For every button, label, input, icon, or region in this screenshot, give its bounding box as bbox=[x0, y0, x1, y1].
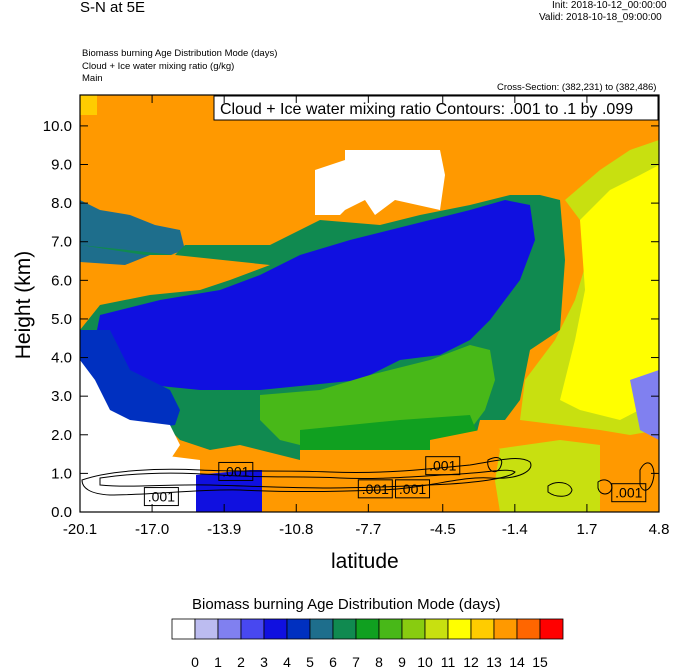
colorbar-label: 10 bbox=[417, 654, 433, 668]
valid-time-label: Valid: 2018-10-18_09:00:00 bbox=[539, 12, 662, 23]
y-tick-label: 9.0 bbox=[51, 157, 72, 174]
contour-lines bbox=[81, 457, 655, 497]
colorbar-label: 0 bbox=[191, 654, 199, 668]
colorbar-swatch bbox=[217, 618, 242, 640]
x-tick-label: -4.5 bbox=[430, 521, 456, 538]
field-white-left-low bbox=[80, 360, 180, 470]
colorbar-swatch bbox=[378, 618, 403, 640]
x-tick-label: -20.1 bbox=[63, 521, 97, 538]
contour-outer bbox=[81, 458, 532, 496]
contour-label: .001 bbox=[362, 481, 389, 497]
colorbar-swatch bbox=[171, 618, 196, 640]
x-tick-label: -7.7 bbox=[355, 521, 381, 538]
colorbar-label: 5 bbox=[306, 654, 314, 668]
colorbar-swatch bbox=[355, 618, 380, 640]
colorbar-swatch bbox=[263, 618, 288, 640]
contour-label: .001 bbox=[222, 463, 249, 479]
field-right-purple bbox=[630, 370, 659, 440]
colorbar-label: 6 bbox=[329, 654, 337, 668]
init-time-label: Init: 2018-10-12_00:00:00 bbox=[552, 0, 667, 11]
colorbar-label: 15 bbox=[532, 654, 548, 668]
contour-label-box bbox=[218, 461, 254, 481]
contour-blob-2 bbox=[547, 482, 573, 497]
y-tick-label: 2.0 bbox=[51, 427, 72, 444]
colorbar-label: 2 bbox=[237, 654, 245, 668]
y-tick-label: 5.0 bbox=[51, 311, 72, 328]
colorbar-label: 3 bbox=[260, 654, 268, 668]
contour-label-box bbox=[143, 487, 179, 507]
colorbar-swatch bbox=[539, 618, 564, 640]
colorbar-title: Biomass burning Age Distribution Mode (d… bbox=[192, 596, 501, 613]
colorbar-label: 8 bbox=[375, 654, 383, 668]
colorbar-label: 13 bbox=[486, 654, 502, 668]
x-tick-label: 4.8 bbox=[649, 521, 670, 538]
colorbar-swatch bbox=[470, 618, 495, 640]
colorbar-swatch bbox=[194, 618, 219, 640]
y-tick-label: 6.0 bbox=[51, 272, 72, 289]
x-axis: -20.1 -17.0 -13.9 -10.8 -7.7 -4.5 -1.4 1.7 4.8 bbox=[63, 95, 670, 538]
x-tick-label: 1.7 bbox=[576, 521, 597, 538]
y-tick-label: 10.0 bbox=[43, 118, 72, 135]
colorbar-label: 11 bbox=[441, 654, 456, 668]
y-tick-label: 1.0 bbox=[51, 465, 72, 482]
heatmap-field bbox=[80, 95, 659, 512]
y-tick-label: 0.0 bbox=[51, 504, 72, 521]
colorbar: 0 1 2 3 4 5 6 7 8 9 10 11 12 13 14 15 bbox=[171, 618, 564, 668]
field-lime-surface bbox=[490, 440, 600, 512]
colorbar-swatch bbox=[447, 618, 472, 640]
x-tick-label: -13.9 bbox=[207, 521, 241, 538]
colorbar-label: 4 bbox=[283, 654, 291, 668]
x-tick-label: -10.8 bbox=[279, 521, 313, 538]
y-tick-label: 3.0 bbox=[51, 388, 72, 405]
field-description-2: Cloud + Ice water mixing ratio (g/kg) bbox=[82, 61, 235, 72]
contour-label-box bbox=[425, 456, 461, 476]
colorbar-swatch bbox=[286, 618, 311, 640]
field-top-left-yellow bbox=[80, 95, 97, 115]
contour-label-box bbox=[611, 483, 647, 503]
x-tick-label: -17.0 bbox=[135, 521, 169, 538]
contour-label: .001 bbox=[148, 489, 175, 505]
field-description-1: Biomass burning Age Distribution Mode (d… bbox=[82, 48, 278, 59]
contour-label: .001 bbox=[429, 458, 456, 474]
y-axis: 0.0 1.0 2.0 3.0 4.0 5.0 6.0 7.0 8.0 9.0 10.0 bbox=[43, 118, 659, 521]
y-axis-label: Height (km) bbox=[12, 250, 35, 360]
colorbar-swatch bbox=[309, 618, 334, 640]
colorbar-label: 12 bbox=[463, 654, 479, 668]
field-right-yellow bbox=[560, 165, 659, 420]
contour-labels: .001.001.001.001.001.001 bbox=[143, 456, 647, 507]
y-tick-label: 7.0 bbox=[51, 234, 72, 251]
cross-section-label: Cross-Section: (382,231) to (382,486) bbox=[497, 82, 657, 93]
field-orange-surface bbox=[430, 430, 500, 512]
contour-label: .001 bbox=[615, 485, 642, 501]
contour-inner bbox=[99, 469, 516, 489]
contour-info-box bbox=[213, 95, 659, 121]
plot-frame bbox=[79, 94, 660, 513]
field-white-cloud bbox=[315, 150, 445, 215]
colorbar-swatch bbox=[401, 618, 426, 640]
colorbar-swatch bbox=[240, 618, 265, 640]
colorbar-label: 9 bbox=[398, 654, 406, 668]
colorbar-label: 1 bbox=[214, 654, 222, 668]
field-white-left-surface bbox=[80, 455, 200, 512]
x-axis-label: latitude bbox=[331, 550, 399, 573]
field-blue-core bbox=[95, 200, 535, 390]
colorbar-label: 14 bbox=[509, 654, 525, 668]
contour-label-box bbox=[395, 479, 431, 499]
contour-blob-1 bbox=[487, 457, 503, 473]
x-tick-label: -1.4 bbox=[502, 521, 528, 538]
y-tick-label: 4.0 bbox=[51, 350, 72, 367]
field-description-3: Main bbox=[82, 73, 103, 84]
contour-label-box bbox=[357, 479, 393, 499]
colorbar-swatch bbox=[516, 618, 541, 640]
contour-label: .001 bbox=[399, 481, 426, 497]
contour-info-text: Cloud + Ice water mixing ratio Contours:… bbox=[220, 101, 633, 118]
colorbar-swatch bbox=[332, 618, 357, 640]
contour-blob-4 bbox=[639, 462, 655, 491]
colorbar-swatch bbox=[424, 618, 449, 640]
chart-title: S-N at 5E bbox=[80, 0, 146, 16]
colorbar-swatch bbox=[493, 618, 518, 640]
y-tick-label: 8.0 bbox=[51, 195, 72, 212]
colorbar-label: 7 bbox=[352, 654, 360, 668]
